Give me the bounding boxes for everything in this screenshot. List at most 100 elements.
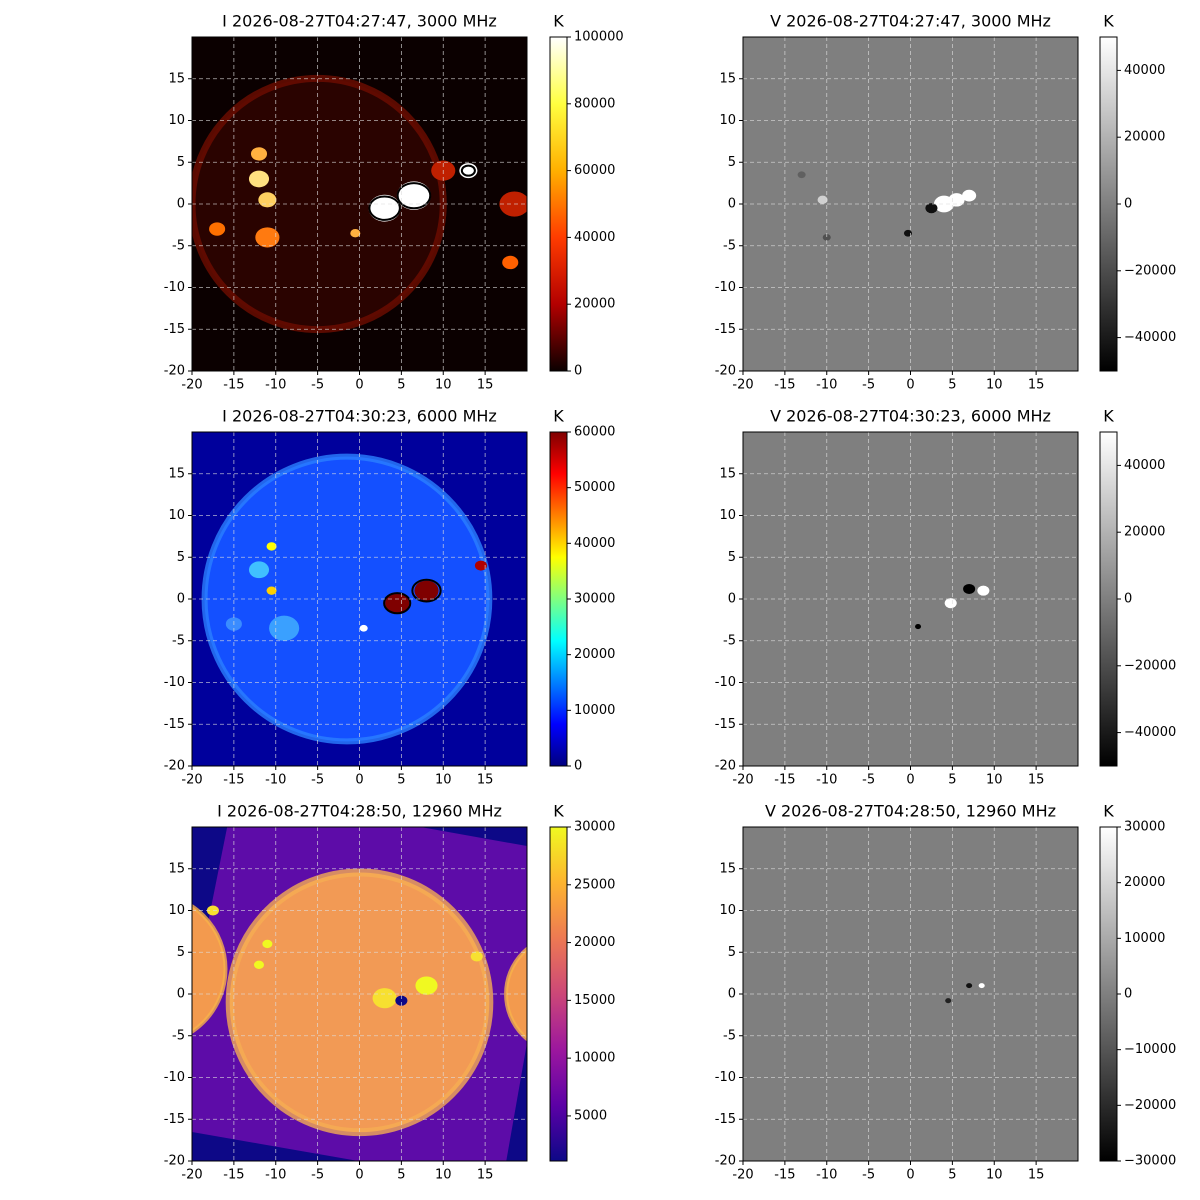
- panel-title: I 2026-08-27T04:28:50, 12960 MHz: [217, 802, 502, 821]
- x-tick-label: 10: [986, 378, 1003, 393]
- y-tick-label: -15: [715, 1112, 736, 1127]
- x-tick-label: -15: [774, 378, 795, 393]
- source: [945, 998, 952, 1004]
- x-tick-label: -20: [732, 1168, 753, 1183]
- y-tick-label: 0: [177, 592, 185, 607]
- image: [192, 827, 527, 1161]
- y-tick-label: 10: [168, 508, 185, 523]
- x-tick-label: 5: [948, 1168, 956, 1183]
- y-tick-label: 10: [719, 508, 736, 523]
- colorbar-tick-label: −20000: [1124, 263, 1176, 278]
- source: [797, 171, 806, 179]
- x-tick-label: 15: [477, 1168, 494, 1183]
- contour: [383, 592, 412, 615]
- y-tick-label: 0: [728, 197, 736, 212]
- panel-title: V 2026-08-27T04:27:47, 3000 MHz: [770, 12, 1051, 31]
- colorbar-label: K: [553, 802, 564, 821]
- y-tick-label: 5: [177, 550, 185, 565]
- colorbar: [1099, 36, 1118, 372]
- y-tick-label: 10: [719, 903, 736, 918]
- y-tick-label: -5: [723, 1028, 736, 1043]
- source: [206, 905, 219, 916]
- source: [415, 976, 438, 995]
- contour: [396, 182, 432, 210]
- panel-title: I 2026-08-27T04:27:47, 3000 MHz: [222, 12, 497, 31]
- colorbar-tick-label: 30000: [574, 820, 615, 835]
- source: [817, 195, 828, 205]
- y-tick-label: 5: [728, 945, 736, 960]
- source: [255, 227, 280, 248]
- y-tick-label: -15: [715, 717, 736, 732]
- y-tick-label: 10: [168, 113, 185, 128]
- source: [944, 598, 957, 609]
- x-tick-label: 5: [397, 1168, 405, 1183]
- source: [962, 189, 977, 202]
- panel: -20 -15 -10 -5 0 5 10 15 -20 -15 -10 -5 0 5 10 15 V 2026…: [715, 407, 1176, 788]
- y-tick-label: 5: [728, 155, 736, 170]
- y-tick-label: -15: [715, 322, 736, 337]
- source: [248, 561, 270, 579]
- panel: -20 -15 -10 -5 0 5 10 15 -20 -15 -10 -5 0 5 10 15 V 2026…: [715, 802, 1176, 1183]
- colorbar-tick-label: 20000: [574, 297, 615, 312]
- colorbar-tick-label: 20000: [574, 647, 615, 662]
- y-tick-label: 15: [168, 71, 185, 86]
- x-tick-label: 10: [435, 1168, 452, 1183]
- x-tick-label: -5: [862, 1168, 875, 1183]
- source: [253, 960, 265, 969]
- colorbar: [549, 36, 568, 372]
- colorbar-tick-label: 40000: [1124, 458, 1165, 473]
- colorbar-tick-label: 30000: [574, 592, 615, 607]
- image: [192, 37, 527, 371]
- x-tick-label: 15: [477, 378, 494, 393]
- x-tick-label: -20: [181, 773, 202, 788]
- x-tick-label: 10: [986, 773, 1003, 788]
- y-tick-label: -10: [164, 1070, 185, 1085]
- x-tick-label: -20: [181, 1168, 202, 1183]
- x-tick-label: -15: [223, 773, 244, 788]
- colorbar-tick-label: 10000: [1124, 931, 1165, 946]
- x-tick-label: 15: [1028, 773, 1045, 788]
- x-tick-label: -10: [265, 773, 286, 788]
- x-tick-label: -15: [774, 1168, 795, 1183]
- source: [269, 615, 300, 641]
- colorbar-tick-label: −40000: [1124, 725, 1176, 740]
- y-tick-label: 5: [177, 155, 185, 170]
- colorbar-tick-label: 10000: [574, 703, 615, 718]
- y-tick-label: -5: [172, 238, 185, 253]
- source: [250, 147, 268, 161]
- colorbar-tick-label: 10000: [574, 1051, 615, 1066]
- colorbar-tick-label: 20000: [1124, 130, 1165, 145]
- panel-title: V 2026-08-27T04:30:23, 6000 MHz: [770, 407, 1051, 426]
- colorbar-tick-label: 25000: [574, 877, 615, 892]
- y-tick-label: -10: [164, 280, 185, 295]
- colorbar-label: K: [553, 12, 564, 31]
- colorbar: [549, 826, 568, 1162]
- y-tick-label: 15: [168, 466, 185, 481]
- x-tick-label: -10: [265, 1168, 286, 1183]
- x-tick-label: -10: [816, 378, 837, 393]
- x-tick-label: -15: [223, 378, 244, 393]
- y-tick-label: 5: [728, 550, 736, 565]
- source: [248, 170, 270, 188]
- x-tick-label: 10: [435, 773, 452, 788]
- colorbar-label: K: [1103, 407, 1114, 426]
- colorbar-tick-label: 0: [1124, 592, 1132, 607]
- colorbar: [549, 431, 568, 767]
- y-tick-label: 15: [719, 861, 736, 876]
- source: [396, 181, 432, 210]
- colorbar-tick-label: 40000: [1124, 63, 1165, 78]
- source: [258, 192, 277, 208]
- image: [743, 432, 1078, 766]
- y-tick-label: -10: [715, 675, 736, 690]
- y-tick-label: -20: [715, 364, 736, 379]
- colorbar-tick-label: 0: [574, 759, 582, 774]
- y-tick-label: 15: [719, 71, 736, 86]
- y-tick-label: -20: [164, 364, 185, 379]
- colorbar-tick-label: 0: [574, 364, 582, 379]
- x-tick-label: 5: [397, 773, 405, 788]
- colorbar-tick-label: 80000: [574, 96, 615, 111]
- x-tick-label: 15: [1028, 378, 1045, 393]
- colorbar: [1099, 431, 1118, 767]
- y-tick-label: 5: [177, 945, 185, 960]
